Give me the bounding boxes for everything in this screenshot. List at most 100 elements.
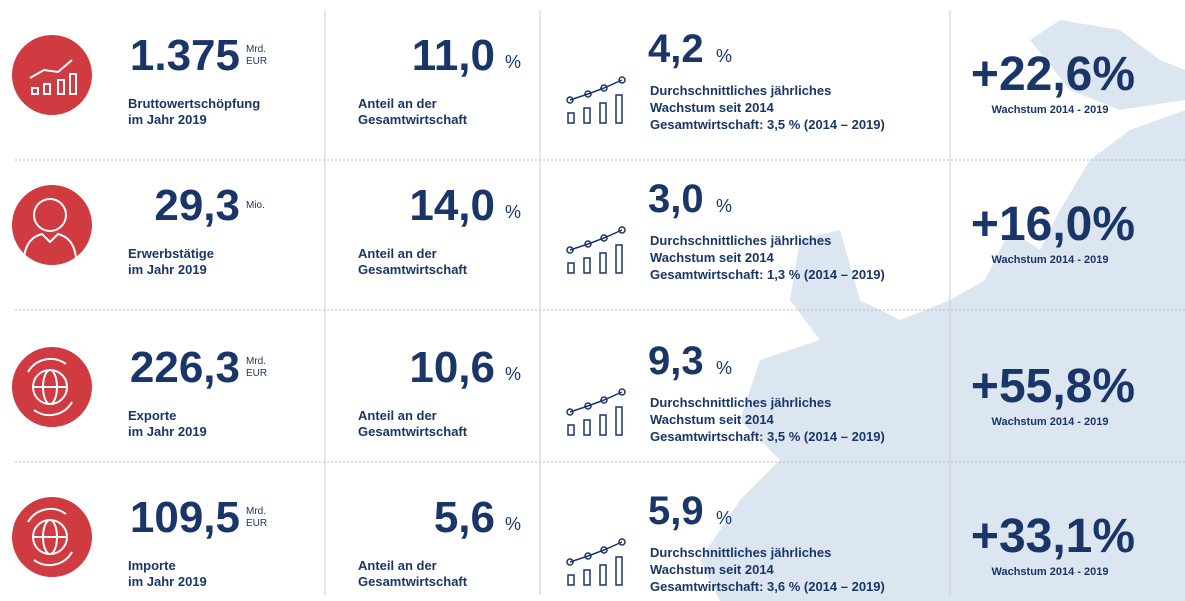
chart-icon-dot xyxy=(600,396,608,404)
label: im Jahr 2019 xyxy=(128,424,207,439)
share-label: Gesamtwirtschaft xyxy=(358,262,468,277)
share: 5,6 xyxy=(434,493,495,542)
growth-label: Gesamtwirtschaft: 3,5 % (2014 – 2019) xyxy=(650,117,885,132)
label: im Jahr 2019 xyxy=(128,112,207,127)
chart-icon-bar xyxy=(583,257,591,274)
chart-icon-dot xyxy=(618,226,626,234)
total: +33,1% xyxy=(971,510,1135,563)
label: Importe xyxy=(128,558,176,573)
label: Exporte xyxy=(128,408,176,423)
growth-label: Durchschnittliches jährliches xyxy=(650,395,831,410)
dividers xyxy=(15,159,1185,463)
icon-circle xyxy=(12,35,92,115)
share: 11,0 xyxy=(412,31,495,80)
chart-icon-bar xyxy=(567,262,575,274)
chart-icon-bar xyxy=(567,112,575,124)
growth: 3,0 xyxy=(648,177,704,221)
share-unit: % xyxy=(505,514,521,534)
growth-label: Wachstum seit 2014 xyxy=(650,562,775,577)
growth-label: Durchschnittliches jährliches xyxy=(650,233,831,248)
chart-icon-dot xyxy=(618,538,626,546)
chart-icon-bar xyxy=(567,574,575,586)
icon-body xyxy=(23,232,77,259)
growth-label: Gesamtwirtschaft: 3,6 % (2014 – 2019) xyxy=(650,579,885,594)
chart-icon-line xyxy=(569,79,623,101)
growth-unit: % xyxy=(716,196,732,216)
unit: EUR xyxy=(246,56,267,67)
chart-icon-bar xyxy=(567,424,575,436)
share-unit: % xyxy=(505,52,521,72)
share-label: Anteil an der xyxy=(358,246,437,261)
unit: EUR xyxy=(246,518,267,529)
icon-head xyxy=(33,198,67,232)
chart-icon-dot xyxy=(584,402,592,410)
growth-unit: % xyxy=(716,46,732,66)
chart-icon-line xyxy=(569,229,623,251)
growth-unit: % xyxy=(716,358,732,378)
chart-icon-dot xyxy=(584,552,592,560)
total-label: Wachstum 2014 - 2019 xyxy=(992,566,1109,578)
unit: Mrd. xyxy=(246,506,266,517)
chart-icon-line xyxy=(569,391,623,413)
chart-icon-bar xyxy=(599,102,607,124)
label: Bruttowertschöpfung xyxy=(128,96,260,111)
chart-icon-dot xyxy=(566,246,574,254)
value: 1.375 xyxy=(130,31,240,80)
icon-line xyxy=(29,59,73,79)
total-label: Wachstum 2014 - 2019 xyxy=(992,254,1109,266)
total-label: Wachstum 2014 - 2019 xyxy=(992,416,1109,428)
label: im Jahr 2019 xyxy=(128,574,207,589)
total: +55,8% xyxy=(971,360,1135,413)
chart-icon-bar xyxy=(583,419,591,436)
chart-icon-dot xyxy=(618,76,626,84)
chart-icon-bar xyxy=(599,414,607,436)
chart-icon-bar xyxy=(599,564,607,586)
label: im Jahr 2019 xyxy=(128,262,207,277)
total-label: Wachstum 2014 - 2019 xyxy=(992,104,1109,116)
share: 14,0 xyxy=(409,181,495,230)
share-label: Anteil an der xyxy=(358,558,437,573)
growth-label: Wachstum seit 2014 xyxy=(650,412,775,427)
column-lines xyxy=(324,10,951,595)
chart-icon-bar xyxy=(615,244,623,274)
icon-arrows xyxy=(27,507,73,567)
share-label: Gesamtwirtschaft xyxy=(358,424,468,439)
share-unit: % xyxy=(505,364,521,384)
chart-icon-dot xyxy=(584,90,592,98)
chart-icon-bar xyxy=(583,107,591,124)
total: +16,0% xyxy=(971,198,1135,251)
chart-icon-bar xyxy=(615,406,623,436)
unit: Mio. xyxy=(246,200,265,211)
chart-icon-bar xyxy=(583,569,591,586)
chart-icon-dot xyxy=(584,240,592,248)
chart-icon-dot xyxy=(566,408,574,416)
share-label: Anteil an der xyxy=(358,408,437,423)
chart-icon-bar xyxy=(615,94,623,124)
chart-icon-dot xyxy=(600,546,608,554)
share-unit: % xyxy=(505,202,521,222)
growth-label: Wachstum seit 2014 xyxy=(650,250,775,265)
growth: 5,9 xyxy=(648,489,704,533)
share-label: Gesamtwirtschaft xyxy=(358,574,468,589)
chart-icon-bar xyxy=(599,252,607,274)
value: 29,3 xyxy=(154,181,240,230)
icon-bar xyxy=(69,73,77,95)
unit: EUR xyxy=(246,368,267,379)
unit: Mrd. xyxy=(246,356,266,367)
icon-bar xyxy=(57,79,65,95)
icon-arrows xyxy=(27,357,73,417)
chart-icon-dot xyxy=(566,558,574,566)
growth-label: Gesamtwirtschaft: 1,3 % (2014 – 2019) xyxy=(650,267,885,282)
label: Erwerbstätige xyxy=(128,246,214,261)
share-label: Anteil an der xyxy=(358,96,437,111)
growth-label: Wachstum seit 2014 xyxy=(650,100,775,115)
growth-unit: % xyxy=(716,508,732,528)
chart-icon-dot xyxy=(600,84,608,92)
unit: Mrd. xyxy=(246,44,266,55)
growth-label: Durchschnittliches jährliches xyxy=(650,83,831,98)
chart-icon-bar xyxy=(615,556,623,586)
